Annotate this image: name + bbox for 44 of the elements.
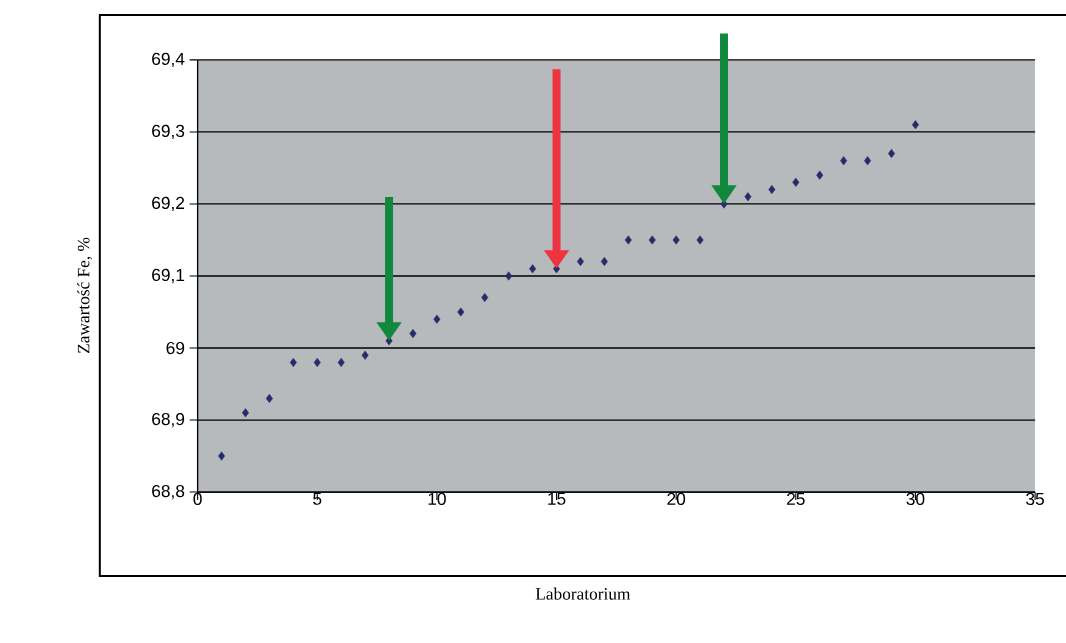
point	[457, 307, 465, 317]
point	[265, 394, 273, 404]
point	[672, 235, 680, 245]
point	[313, 357, 321, 368]
y-tick-label: 69,3	[152, 124, 185, 140]
x-axis-title: Laboratorium	[535, 587, 631, 600]
point	[242, 408, 249, 418]
y-tick-label: 68,8	[152, 485, 185, 500]
y-tick-label: 69,4	[152, 52, 185, 68]
x-tick-label: 20	[667, 492, 686, 506]
point	[433, 314, 441, 324]
x-tick-label: 35	[1026, 492, 1044, 506]
y-tick-label: 69,2	[152, 196, 185, 212]
point	[840, 156, 848, 166]
x-tick-label: 0	[193, 492, 202, 506]
point	[576, 257, 584, 267]
x-tick-label: 15	[548, 492, 566, 505]
point	[744, 192, 752, 202]
point	[218, 451, 226, 461]
y-axis-title: Zawartość Fe, %	[77, 237, 92, 354]
y-tick-label: 68,9	[152, 412, 185, 428]
point	[648, 235, 656, 245]
point	[624, 235, 632, 245]
point	[289, 357, 297, 368]
point	[337, 357, 345, 368]
point	[409, 329, 417, 339]
point	[600, 257, 608, 267]
point	[696, 235, 704, 245]
x-tick-label: 30	[906, 492, 925, 506]
x-tick-label: 25	[787, 492, 805, 506]
point	[505, 271, 513, 281]
point	[768, 185, 776, 195]
y-tick-label: 69,1	[152, 268, 185, 284]
point	[864, 156, 872, 166]
x-tick-label: 10	[428, 492, 446, 506]
x-tick-label: 5	[313, 492, 322, 505]
point	[816, 170, 824, 180]
point	[361, 350, 369, 360]
point	[911, 120, 919, 130]
point	[792, 177, 800, 187]
y-tick-label: 69	[166, 341, 185, 355]
point	[529, 264, 537, 274]
point	[888, 149, 895, 159]
point	[481, 293, 489, 303]
